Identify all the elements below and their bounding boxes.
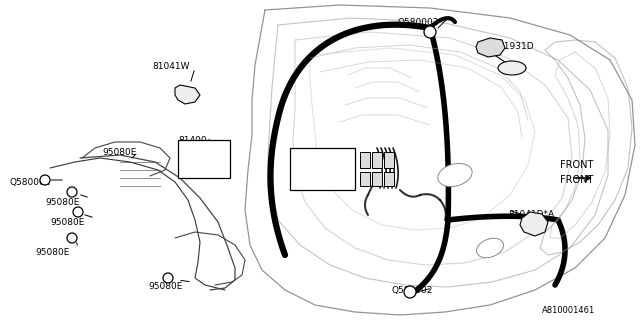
Text: 95080E: 95080E [50, 218, 84, 227]
Bar [384, 152, 394, 168]
Bar [178, 140, 230, 178]
Text: FRONT: FRONT [560, 175, 593, 185]
Bar [372, 172, 382, 186]
Polygon shape [476, 38, 505, 57]
Text: 95080E: 95080E [35, 248, 69, 257]
Text: A810001461: A810001461 [542, 306, 595, 315]
Circle shape [404, 286, 416, 298]
Circle shape [73, 207, 83, 217]
Circle shape [67, 233, 77, 243]
Bar [290, 148, 355, 190]
Circle shape [424, 26, 436, 38]
Circle shape [67, 187, 77, 197]
Text: Q580002: Q580002 [398, 18, 440, 27]
Ellipse shape [498, 61, 526, 75]
Ellipse shape [438, 164, 472, 187]
Circle shape [163, 273, 173, 283]
Text: 95080E: 95080E [45, 198, 79, 207]
Text: 81931D: 81931D [498, 42, 534, 51]
Text: FRONT: FRONT [560, 160, 593, 170]
Circle shape [40, 175, 50, 185]
Text: Q580002: Q580002 [10, 178, 51, 187]
Polygon shape [520, 212, 548, 236]
Text: 81041D*A: 81041D*A [508, 210, 554, 219]
Text: Q580002: Q580002 [392, 286, 433, 295]
Text: 81400: 81400 [178, 136, 207, 145]
Polygon shape [175, 85, 200, 104]
Text: 95080E: 95080E [148, 282, 182, 291]
Bar [360, 152, 370, 168]
Text: 81041W: 81041W [152, 62, 189, 71]
Bar [384, 172, 394, 186]
Bar [360, 172, 370, 186]
Bar [372, 152, 382, 168]
Text: 82210A*A: 82210A*A [292, 155, 337, 164]
Ellipse shape [477, 238, 504, 258]
Text: 95080E: 95080E [102, 148, 136, 157]
